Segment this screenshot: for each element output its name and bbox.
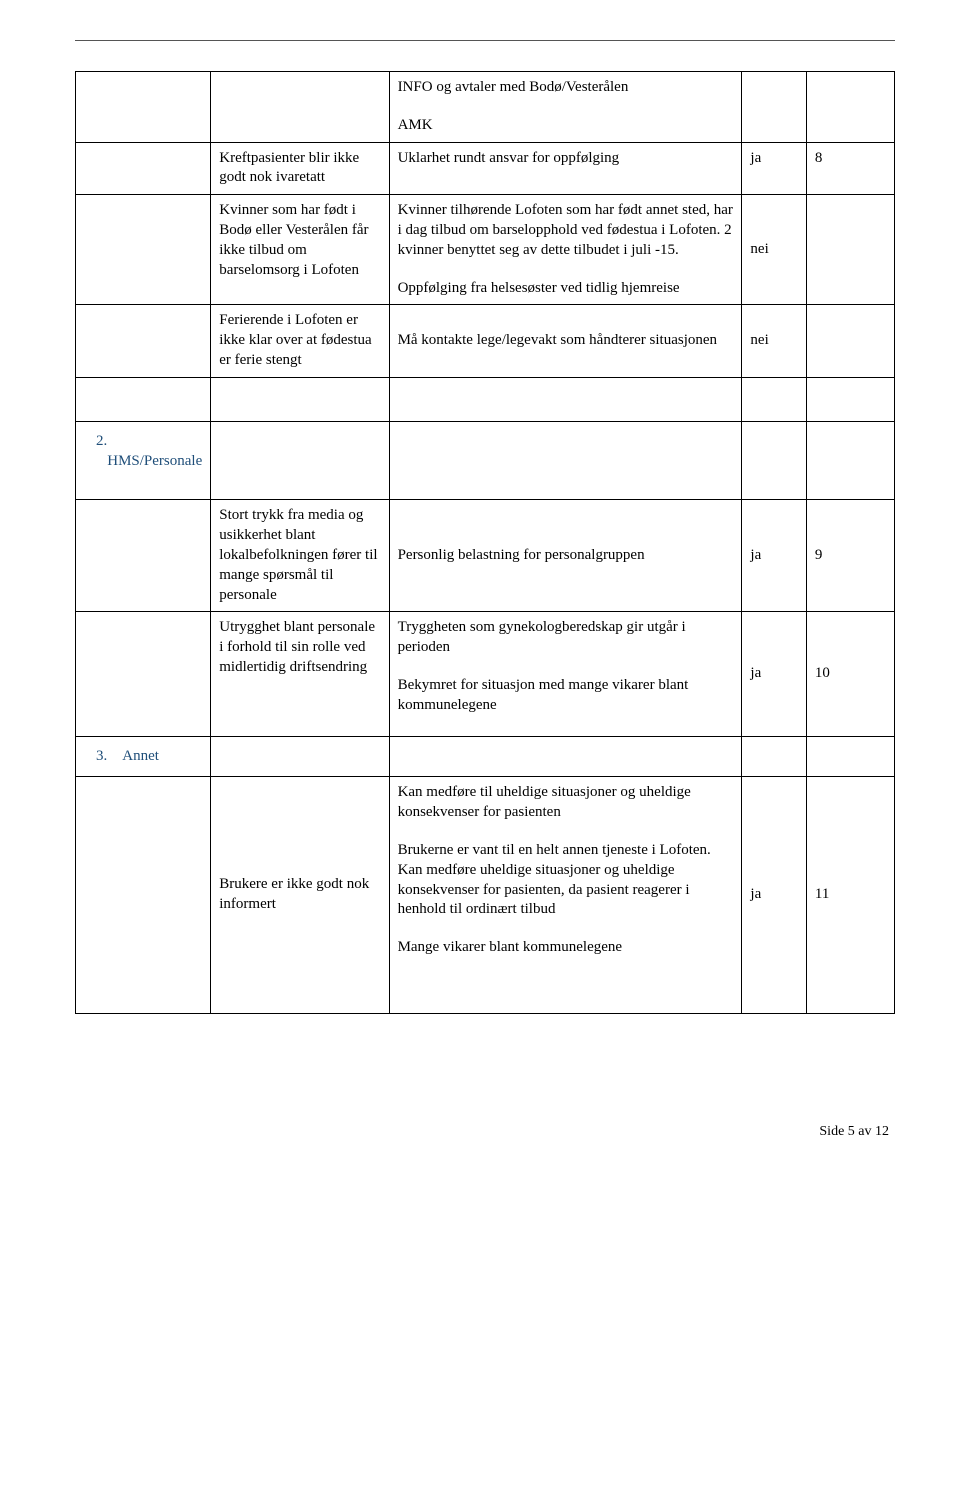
cell-text: ja <box>742 500 806 612</box>
cell-text: Uklarhet rundt ansvar for oppfølging <box>389 142 742 195</box>
cell-text: Tryggheten som gynekologberedskap gir ut… <box>398 618 734 658</box>
cell-text: Mange vikarer blant kommunelegene <box>398 938 734 958</box>
cell-text: ja <box>742 142 806 195</box>
top-rule <box>75 40 895 41</box>
table-row: 2. HMS/Personale <box>76 421 895 500</box>
cell-text: Stort trykk fra media og usikkerhet blan… <box>211 500 389 612</box>
cell-text: Må kontakte lege/legevakt som håndterer … <box>389 305 742 377</box>
section-title: Annet <box>122 748 159 764</box>
table-row: Ferierende i Lofoten er ikke klar over a… <box>76 305 895 377</box>
table-row: INFO og avtaler med Bodø/Vesterålen AMK <box>76 72 895 143</box>
cell-text: 8 <box>806 142 894 195</box>
table-row: Utrygghet blant personale i forhold til … <box>76 612 895 736</box>
table-row: Stort trykk fra media og usikkerhet blan… <box>76 500 895 612</box>
section-title: HMS/Personale <box>107 453 202 469</box>
page-footer: Side 5 av 12 <box>75 1124 895 1140</box>
section-num: 3. <box>96 748 107 764</box>
table-row <box>76 377 895 421</box>
cell-text: Kreftpasienter blir ikke godt nok ivaret… <box>211 142 389 195</box>
cell-text: nei <box>742 195 806 305</box>
cell-text: Brukerne er vant til en helt annen tjene… <box>398 841 734 920</box>
section-num: 2. <box>96 433 107 449</box>
cell-text: INFO og avtaler med Bodø/Vesterålen <box>398 78 734 98</box>
table-row: Kvinner som har født i Bodø eller Vester… <box>76 195 895 305</box>
cell-text: Oppfølging fra helsesøster ved tidlig hj… <box>398 279 734 299</box>
cell-text: Kvinner tilhørende Lofoten som har født … <box>398 201 734 260</box>
cell-text: Utrygghet blant personale i forhold til … <box>211 612 389 736</box>
cell-text: AMK <box>398 116 734 136</box>
cell-text: nei <box>742 305 806 377</box>
cell-text: Ferierende i Lofoten er ikke klar over a… <box>211 305 389 377</box>
table-row: Brukere er ikke godt nok informert Kan m… <box>76 777 895 1014</box>
cell-text: Kan medføre til uheldige situasjoner og … <box>398 783 734 823</box>
cell-text: ja <box>742 777 806 1014</box>
cell-text: Personlig belastning for personalgruppen <box>389 500 742 612</box>
cell-text: 10 <box>806 612 894 736</box>
cell-text: 9 <box>806 500 894 612</box>
section-heading: 3. Annet <box>76 736 211 777</box>
cell-text: Brukere er ikke godt nok informert <box>211 777 389 1014</box>
cell-text: ja <box>742 612 806 736</box>
cell-text: 11 <box>806 777 894 1014</box>
table-row: Kreftpasienter blir ikke godt nok ivaret… <box>76 142 895 195</box>
table-row: 3. Annet <box>76 736 895 777</box>
cell-text: Kvinner som har født i Bodø eller Vester… <box>211 195 389 305</box>
section-heading: 2. HMS/Personale <box>76 421 211 500</box>
risk-table: INFO og avtaler med Bodø/Vesterålen AMK … <box>75 71 895 1014</box>
cell-text: Bekymret for situasjon med mange vikarer… <box>398 676 734 716</box>
